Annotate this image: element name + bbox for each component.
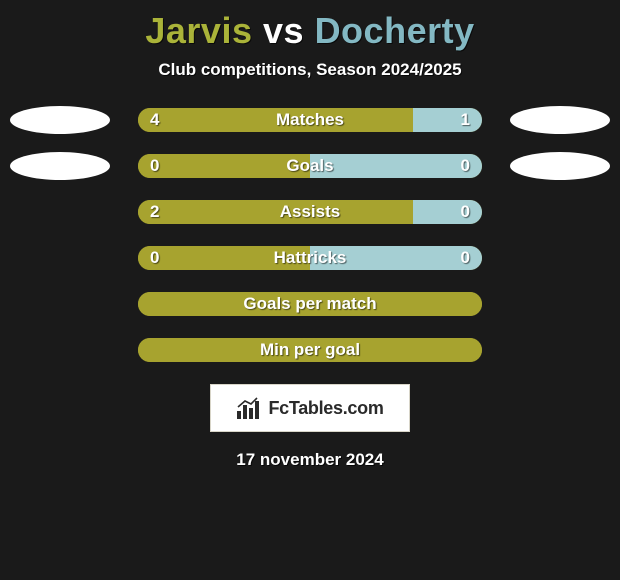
stat-row: 41Matches: [0, 108, 620, 132]
stat-bar: Min per goal: [138, 338, 482, 362]
player1-avatar-placeholder: [10, 152, 110, 180]
player2-name: Docherty: [315, 10, 475, 51]
stat-label: Matches: [138, 108, 482, 132]
stat-label: Hattricks: [138, 246, 482, 270]
stat-row: 20Assists: [0, 200, 620, 224]
stat-row: Goals per match: [0, 292, 620, 316]
stat-row: 00Goals: [0, 154, 620, 178]
player1-name: Jarvis: [145, 10, 252, 51]
stat-label: Min per goal: [138, 338, 482, 362]
stat-bar: 00Hattricks: [138, 246, 482, 270]
stat-label: Assists: [138, 200, 482, 224]
stat-label: Goals: [138, 154, 482, 178]
stat-label: Goals per match: [138, 292, 482, 316]
stat-bar: Goals per match: [138, 292, 482, 316]
stat-bar: 41Matches: [138, 108, 482, 132]
fctables-logo[interactable]: FcTables.com: [210, 384, 410, 432]
stats-rows: 41Matches 00Goals 20Assists 00Hattricks Goal…: [0, 108, 620, 362]
player2-avatar-placeholder: [510, 152, 610, 180]
date-label: 17 november 2024: [236, 450, 383, 470]
vs-label: vs: [263, 10, 304, 51]
competition-subtitle: Club competitions, Season 2024/2025: [158, 60, 461, 80]
bar-chart-icon: [236, 397, 262, 419]
comparison-title: Jarvis vs Docherty: [145, 10, 474, 52]
player2-avatar-placeholder: [510, 106, 610, 134]
stat-bar: 00Goals: [138, 154, 482, 178]
stat-bar: 20Assists: [138, 200, 482, 224]
player1-avatar-placeholder: [10, 106, 110, 134]
logo-text: FcTables.com: [268, 398, 383, 419]
stat-row: 00Hattricks: [0, 246, 620, 270]
stat-row: Min per goal: [0, 338, 620, 362]
